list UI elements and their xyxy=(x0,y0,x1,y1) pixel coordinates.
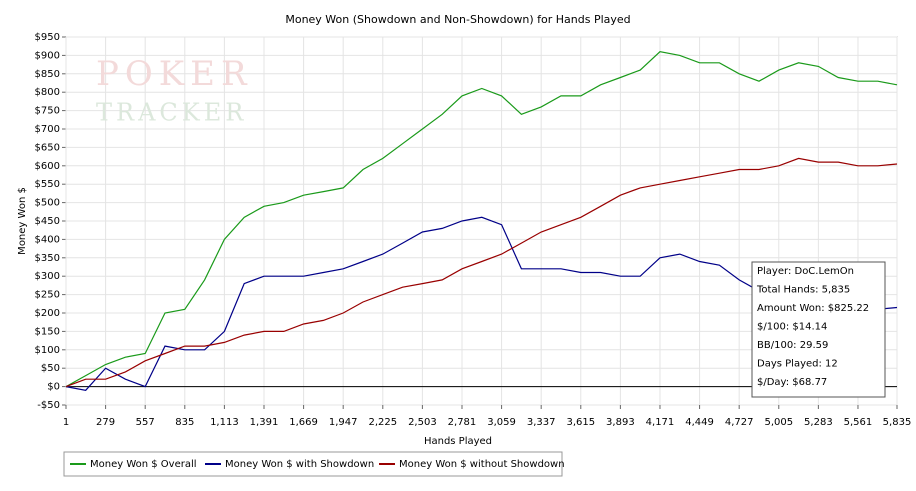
y-axis-label: Money Won $ xyxy=(17,187,28,255)
x-tick-label: 2,225 xyxy=(368,417,397,428)
x-tick-label: 2,781 xyxy=(448,417,477,428)
x-tick-label: 3,615 xyxy=(566,417,595,428)
y-tick-label: $800 xyxy=(35,87,60,98)
legend-items: Money Won $ Overall Money Won $ with Show… xyxy=(70,459,565,470)
y-tick-label: $600 xyxy=(35,161,60,172)
x-tick-label: 5,835 xyxy=(883,417,912,428)
watermark: TRACKER xyxy=(96,99,247,127)
y-tick-label: $250 xyxy=(35,290,60,301)
x-tick-label: 3,893 xyxy=(606,417,635,428)
y-tick-label: $50 xyxy=(41,363,60,374)
watermark: POKER xyxy=(96,54,253,94)
x-tick-label: 5,005 xyxy=(764,417,793,428)
x-tick-label: 279 xyxy=(96,417,115,428)
chart-title: Money Won (Showdown and Non-Showdown) fo… xyxy=(285,13,630,26)
legend-label: Money Won $ without Showdown xyxy=(399,459,565,470)
y-tick-label: $750 xyxy=(35,106,60,117)
legend xyxy=(63,451,563,477)
y-tick-label: $900 xyxy=(35,50,60,61)
y-tick-label: $450 xyxy=(35,216,60,227)
y-tick-label: $350 xyxy=(35,253,60,264)
x-tick-label: 4,171 xyxy=(646,417,675,428)
tooltip-line: Player: DoC.LemOn xyxy=(757,266,854,277)
x-axis-label: Hands Played xyxy=(424,436,492,447)
x-tick-label: 5,561 xyxy=(844,417,873,428)
tooltip-line: $/Day: $68.77 xyxy=(757,377,827,388)
y-tick-label: $0 xyxy=(47,382,60,393)
y-tick-label: $700 xyxy=(35,124,60,135)
y-tick-label: $150 xyxy=(35,326,60,337)
x-tick-label: 3,059 xyxy=(487,417,516,428)
x-tick-label: 2,503 xyxy=(408,417,437,428)
tooltip-text: Player: DoC.LemOn Total Hands: 5,835 Amoun… xyxy=(756,266,869,388)
legend-label: Money Won $ with Showdown xyxy=(225,459,374,470)
y-tick-label: $100 xyxy=(35,345,60,356)
series-line xyxy=(65,157,898,388)
legend-label: Money Won $ Overall xyxy=(90,459,197,470)
y-tick-label: $950 xyxy=(35,32,60,43)
x-tick-label: 4,727 xyxy=(725,417,754,428)
tooltip-line: Amount Won: $825.22 xyxy=(757,303,869,314)
x-tick-label: 4,449 xyxy=(685,417,714,428)
x-tick-label: 3,337 xyxy=(527,417,556,428)
y-tick-label: $650 xyxy=(35,142,60,153)
x-tick-label: 1,391 xyxy=(250,417,279,428)
x-tick-label: 1,947 xyxy=(329,417,358,428)
y-tick-label: $400 xyxy=(35,234,60,245)
tooltip-line: $/100: $14.14 xyxy=(757,322,827,333)
tooltip-line: BB/100: 29.59 xyxy=(757,340,828,351)
series-line xyxy=(65,51,898,388)
x-tick-label: 1,669 xyxy=(289,417,318,428)
x-tick-label: 557 xyxy=(136,417,155,428)
y-tick-label: $500 xyxy=(35,198,60,209)
y-tick-label: $850 xyxy=(35,69,60,80)
tooltip-line: Total Hands: 5,835 xyxy=(756,285,850,296)
tooltip-line: Days Played: 12 xyxy=(757,359,838,370)
x-tick-label: 1 xyxy=(63,417,69,428)
tooltip xyxy=(751,261,886,398)
y-tick-label: $200 xyxy=(35,308,60,319)
y-tick-label: $300 xyxy=(35,271,60,282)
x-tick-label: 1,113 xyxy=(210,417,239,428)
y-tick-label: $550 xyxy=(35,179,60,190)
y-tick-label: -$50 xyxy=(37,400,60,411)
x-tick-label: 835 xyxy=(175,417,194,428)
x-tick-label: 5,283 xyxy=(804,417,833,428)
